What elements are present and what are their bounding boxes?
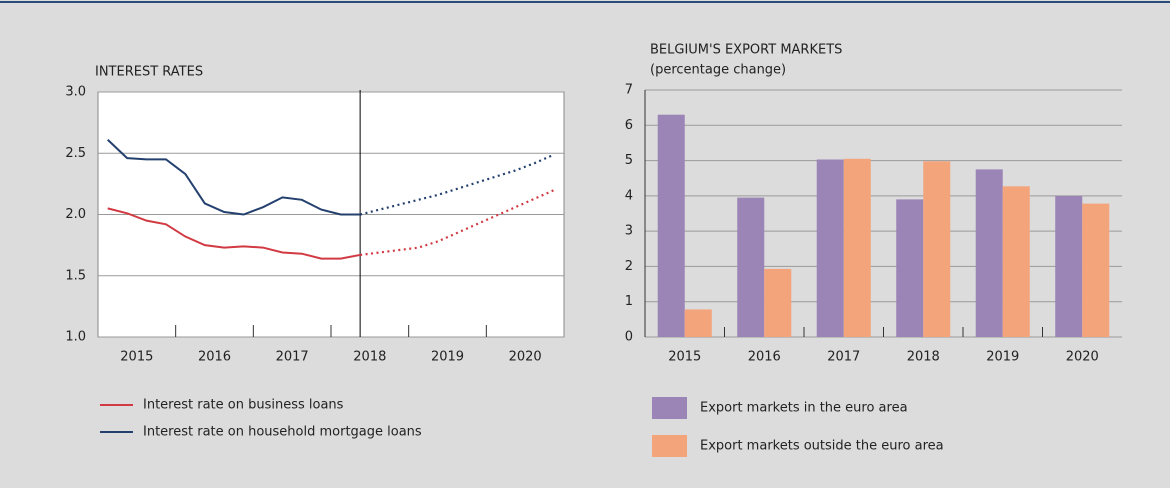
y-tick-label: 3 (625, 224, 633, 239)
y-tick-label: 1.0 (65, 330, 86, 345)
bar (737, 197, 765, 337)
chart-title: BELGIUM'S EXPORT MARKETS (650, 43, 842, 58)
bar (684, 309, 712, 337)
bar (816, 159, 844, 337)
legend-label: Export markets outside the euro area (700, 439, 944, 454)
x-tick-label: 2020 (1066, 350, 1099, 365)
forecast-line (359, 188, 555, 257)
bar (1055, 195, 1083, 337)
legend-swatch (652, 397, 687, 419)
y-tick-label: 2.5 (65, 146, 86, 161)
y-tick-label: 6 (625, 118, 633, 133)
x-tick-label: 2018 (907, 350, 940, 365)
legend-label: Interest rate on business loans (143, 398, 344, 413)
bar (764, 268, 792, 337)
x-tick-label: 2016 (748, 350, 781, 365)
y-tick-label: 1.5 (65, 268, 86, 283)
bar (923, 161, 951, 337)
bar (657, 114, 685, 337)
y-tick-label: 5 (625, 153, 633, 168)
y-tick-label: 0 (625, 330, 633, 345)
x-tick-label: 2016 (198, 350, 231, 365)
bar (896, 199, 924, 337)
legend-label: Export markets in the euro area (700, 401, 908, 416)
y-tick-label: 2 (625, 259, 633, 274)
line (107, 207, 361, 260)
y-tick-label: 2.0 (65, 207, 86, 222)
x-tick-label: 2017 (827, 350, 860, 365)
chart-title: INTEREST RATES (95, 65, 203, 80)
x-tick-label: 2020 (509, 350, 542, 365)
bar (975, 169, 1003, 337)
legend-label: Interest rate on household mortgage loan… (143, 425, 422, 440)
bar (843, 158, 871, 337)
forecast-line (359, 153, 555, 216)
y-tick-label: 4 (625, 188, 633, 203)
x-tick-label: 2019 (431, 350, 464, 365)
bar (1082, 203, 1110, 337)
line (107, 139, 361, 216)
bar (1002, 186, 1030, 337)
y-tick-label: 3.0 (65, 85, 86, 100)
y-tick-label: 1 (625, 294, 633, 309)
x-tick-label: 2017 (276, 350, 309, 365)
legend-swatch (652, 435, 687, 457)
x-tick-label: 2019 (986, 350, 1019, 365)
x-tick-label: 2015 (120, 350, 153, 365)
x-tick-label: 2015 (668, 350, 701, 365)
chart-subtitle: (percentage change) (650, 63, 786, 78)
x-tick-label: 2018 (353, 350, 386, 365)
y-tick-label: 7 (625, 83, 633, 98)
